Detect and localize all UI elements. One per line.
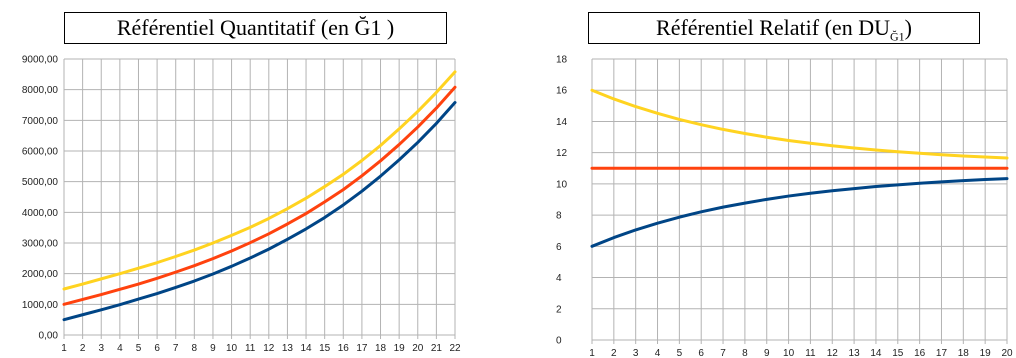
x-tick-label: 20 bbox=[1001, 348, 1013, 358]
x-tick-label: 11 bbox=[805, 348, 816, 358]
yellow-series-line bbox=[590, 88, 1009, 160]
yellow-series-line bbox=[62, 70, 457, 291]
relative-chart-title-subscript: Ğ1 bbox=[889, 29, 905, 44]
x-tick-label: 12 bbox=[827, 348, 839, 358]
y-tick-label: 3000,00 bbox=[22, 239, 59, 250]
y-tick-label: 2 bbox=[556, 304, 562, 315]
x-tick-label: 17 bbox=[936, 348, 948, 358]
x-tick-label: 18 bbox=[958, 348, 970, 358]
x-tick-label: 12 bbox=[263, 343, 275, 354]
x-tick-label: 10 bbox=[783, 348, 795, 358]
x-tick-label: 5 bbox=[136, 343, 142, 354]
x-tick-label: 10 bbox=[226, 343, 238, 354]
y-tick-label: 0,00 bbox=[39, 331, 59, 342]
x-tick-label: 9 bbox=[764, 348, 770, 358]
y-tick-label: 4 bbox=[556, 273, 562, 284]
y-tick-label: 8000,00 bbox=[22, 85, 59, 96]
y-tick-label: 6 bbox=[556, 242, 562, 253]
relative-chart-title-end: ) bbox=[904, 15, 912, 40]
x-tick-label: 6 bbox=[154, 343, 160, 354]
x-tick-label: 8 bbox=[192, 343, 198, 354]
y-tick-label: 0 bbox=[556, 336, 562, 347]
quantitative-chart: 0,00 1000,00 2000,00 3000,00 4000,00 5000,00 6… bbox=[22, 55, 461, 355]
y-tick-label: 4000,00 bbox=[22, 208, 59, 219]
y-tick-label: 2000,00 bbox=[22, 269, 59, 280]
y-tick-label: 9000,00 bbox=[22, 55, 59, 66]
x-tick-label: 4 bbox=[117, 343, 123, 354]
quantitative-chart-title: Référentiel Quantitatif (en Ğ1 ) bbox=[64, 12, 447, 44]
x-tick-label: 9 bbox=[210, 343, 216, 354]
red-series-line bbox=[62, 85, 457, 306]
x-tick-label: 4 bbox=[655, 348, 661, 358]
x-tick-label: 6 bbox=[698, 348, 704, 358]
x-tick-label: 2 bbox=[80, 343, 86, 354]
x-tick-label: 11 bbox=[245, 343, 256, 354]
y-tick-label: 7000,00 bbox=[22, 116, 59, 127]
x-tick-label: 3 bbox=[98, 343, 104, 354]
x-tick-label: 19 bbox=[394, 343, 406, 354]
x-tick-label: 16 bbox=[914, 348, 926, 358]
x-tick-label: 21 bbox=[431, 343, 443, 354]
x-tick-label: 13 bbox=[282, 343, 294, 354]
x-tick-label: 3 bbox=[633, 348, 639, 358]
blue-series-line bbox=[590, 177, 1009, 248]
x-tick-label: 19 bbox=[980, 348, 992, 358]
x-tick-label: 20 bbox=[412, 343, 424, 354]
x-tick-label: 15 bbox=[319, 343, 331, 354]
x-tick-label: 7 bbox=[173, 343, 179, 354]
x-tick-label: 1 bbox=[589, 348, 595, 358]
x-tick-label: 14 bbox=[870, 348, 882, 358]
blue-series-line bbox=[62, 101, 457, 322]
x-tick-label: 13 bbox=[849, 348, 861, 358]
y-tick-label: 18 bbox=[556, 55, 568, 66]
x-tick-label: 1 bbox=[61, 343, 67, 354]
x-tick-label: 15 bbox=[892, 348, 904, 358]
x-tick-label: 18 bbox=[375, 343, 387, 354]
x-tick-label: 22 bbox=[449, 343, 461, 354]
y-tick-label: 6000,00 bbox=[22, 147, 59, 158]
relative-chart-title-main: Référentiel Relatif (en DU bbox=[656, 15, 890, 40]
x-tick-label: 17 bbox=[356, 343, 368, 354]
y-tick-label: 14 bbox=[556, 117, 568, 128]
y-tick-label: 10 bbox=[556, 179, 568, 190]
y-tick-label: 8 bbox=[556, 211, 562, 222]
x-tick-label: 7 bbox=[720, 348, 726, 358]
y-tick-label: 5000,00 bbox=[22, 177, 59, 188]
y-tick-label: 16 bbox=[556, 86, 568, 97]
x-tick-label: 8 bbox=[742, 348, 748, 358]
quantitative-chart-panel: 0,00 1000,00 2000,00 3000,00 4000,00 5000,00 6… bbox=[0, 0, 470, 358]
relative-chart-panel: 0 2 4 6 8 10 12 14 16 18 1 2 3 4 5 6 7 8 9 10 11 12 13 14 15 16 17… bbox=[548, 0, 1016, 358]
x-tick-label: 16 bbox=[338, 343, 350, 354]
x-tick-label: 2 bbox=[611, 348, 617, 358]
x-tick-label: 5 bbox=[677, 348, 683, 358]
x-tick-label: 14 bbox=[300, 343, 312, 354]
y-tick-label: 12 bbox=[556, 148, 568, 159]
y-tick-label: 1000,00 bbox=[22, 300, 59, 311]
relative-chart-title: Référentiel Relatif (en DUĞ1) bbox=[588, 12, 980, 44]
